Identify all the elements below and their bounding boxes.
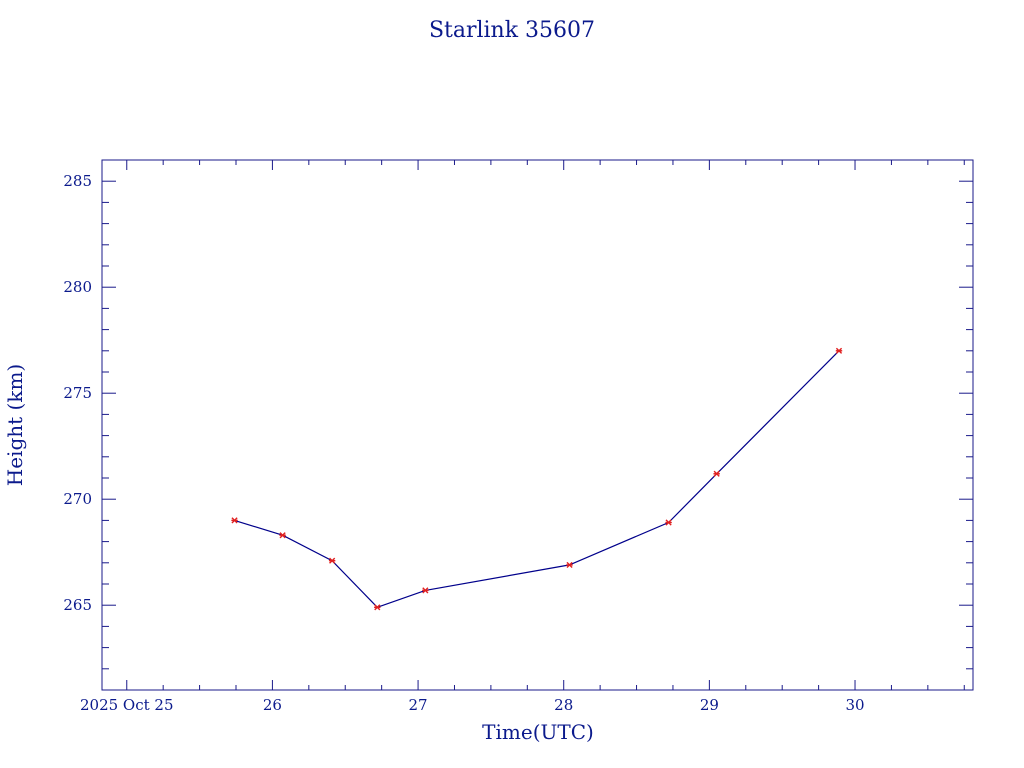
- data-point: [665, 519, 672, 526]
- y-tick-label: 270: [63, 490, 92, 508]
- x-tick-labels: 2025 Oct 25 26 27 28 29 30: [80, 696, 865, 714]
- chart-title: Starlink 35607: [429, 18, 595, 43]
- axis-ticks: [102, 159, 973, 691]
- data-point: [374, 604, 381, 611]
- data-point: [279, 532, 286, 539]
- y-axis-label: Height (km): [3, 364, 27, 486]
- data-point: [231, 517, 238, 524]
- x-tick-label: 28: [554, 696, 573, 714]
- data-point: [713, 470, 720, 477]
- plot-frame: [101, 159, 974, 691]
- x-tick-label: 27: [409, 696, 428, 714]
- y-tick-label: 265: [63, 596, 92, 614]
- y-tick-label: 280: [63, 278, 92, 296]
- data-point: [422, 587, 429, 594]
- x-axis-label: Time(UTC): [482, 720, 594, 744]
- x-tick-label: 30: [845, 696, 864, 714]
- y-tick-label: 275: [63, 384, 92, 402]
- x-tick-label: 26: [263, 696, 282, 714]
- data-point: [566, 561, 573, 569]
- x-tick-label: 2025 Oct 25: [80, 696, 174, 714]
- data-point: [328, 557, 336, 564]
- x-tick-label: 29: [700, 696, 719, 714]
- y-tick-label: 285: [63, 172, 92, 190]
- series-line: [234, 350, 840, 608]
- y-tick-labels: 265 270 275 280 285: [63, 172, 92, 614]
- data-points: [231, 347, 843, 611]
- data-point: [835, 347, 843, 354]
